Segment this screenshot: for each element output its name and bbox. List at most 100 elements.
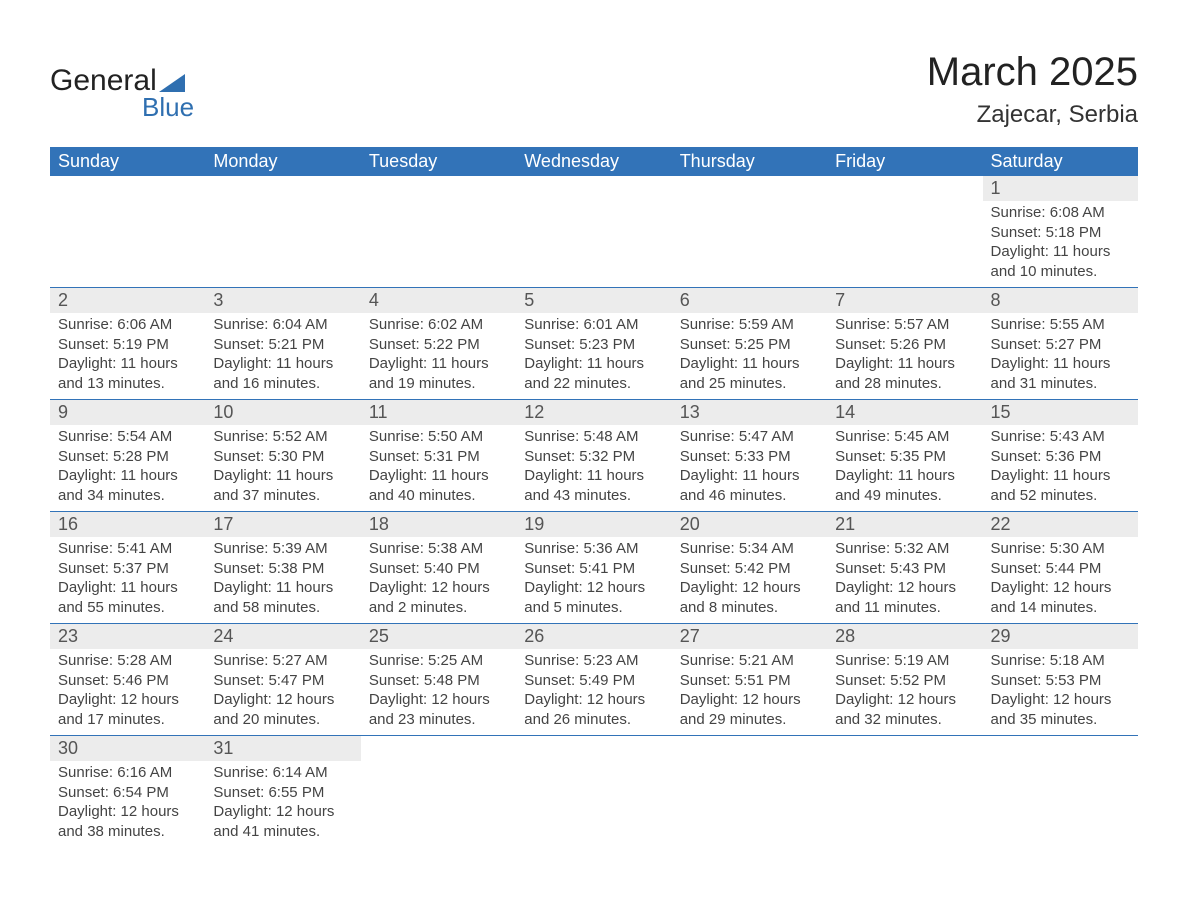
day-body-cell: Sunrise: 5:32 AMSunset: 5:43 PMDaylight:… xyxy=(827,537,982,624)
daylight-line: Daylight: 11 hours and 13 minutes. xyxy=(58,354,197,393)
day-body-cell: Sunrise: 5:47 AMSunset: 5:33 PMDaylight:… xyxy=(672,425,827,512)
day-body-cell: Sunrise: 5:48 AMSunset: 5:32 PMDaylight:… xyxy=(516,425,671,512)
daylight-line: Daylight: 12 hours and 11 minutes. xyxy=(835,578,974,617)
week-number-row: 3031 xyxy=(50,736,1138,762)
day-number-cell xyxy=(983,736,1138,762)
day-body-cell xyxy=(50,201,205,288)
daylight-line: Daylight: 11 hours and 22 minutes. xyxy=(524,354,663,393)
sunset-line: Sunset: 5:47 PM xyxy=(213,671,352,691)
day-body-cell: Sunrise: 6:14 AMSunset: 6:55 PMDaylight:… xyxy=(205,761,360,847)
day-body-cell: Sunrise: 5:21 AMSunset: 5:51 PMDaylight:… xyxy=(672,649,827,736)
sunset-line: Sunset: 5:46 PM xyxy=(58,671,197,691)
week-body-row: Sunrise: 6:06 AMSunset: 5:19 PMDaylight:… xyxy=(50,313,1138,400)
day-number-cell: 30 xyxy=(50,736,205,762)
sunset-line: Sunset: 5:30 PM xyxy=(213,447,352,467)
day-number-cell: 29 xyxy=(983,624,1138,650)
sunset-line: Sunset: 5:32 PM xyxy=(524,447,663,467)
day-body-cell: Sunrise: 5:19 AMSunset: 5:52 PMDaylight:… xyxy=(827,649,982,736)
day-number-cell: 5 xyxy=(516,288,671,314)
day-number-cell: 2 xyxy=(50,288,205,314)
sunrise-line: Sunrise: 5:25 AM xyxy=(369,651,508,671)
day-body-cell: Sunrise: 6:06 AMSunset: 5:19 PMDaylight:… xyxy=(50,313,205,400)
logo-text-top: General xyxy=(50,64,157,98)
logo-triangle-icon xyxy=(159,74,185,92)
week-body-row: Sunrise: 5:28 AMSunset: 5:46 PMDaylight:… xyxy=(50,649,1138,736)
sunrise-line: Sunrise: 6:01 AM xyxy=(524,315,663,335)
daylight-line: Daylight: 11 hours and 34 minutes. xyxy=(58,466,197,505)
location: Zajecar, Serbia xyxy=(927,101,1138,129)
sunrise-line: Sunrise: 5:18 AM xyxy=(991,651,1130,671)
day-number-cell: 25 xyxy=(361,624,516,650)
day-body-cell xyxy=(827,761,982,847)
daylight-line: Daylight: 11 hours and 16 minutes. xyxy=(213,354,352,393)
day-body-cell xyxy=(983,761,1138,847)
day-body-cell: Sunrise: 6:02 AMSunset: 5:22 PMDaylight:… xyxy=(361,313,516,400)
sunrise-line: Sunrise: 5:54 AM xyxy=(58,427,197,447)
sunset-line: Sunset: 5:53 PM xyxy=(991,671,1130,691)
day-body-cell xyxy=(672,201,827,288)
day-number-cell xyxy=(205,176,360,201)
day-body-cell: Sunrise: 5:30 AMSunset: 5:44 PMDaylight:… xyxy=(983,537,1138,624)
sunrise-line: Sunrise: 6:04 AM xyxy=(213,315,352,335)
day-body-cell xyxy=(361,201,516,288)
day-body-cell: Sunrise: 5:34 AMSunset: 5:42 PMDaylight:… xyxy=(672,537,827,624)
logo: General Blue xyxy=(50,64,194,123)
day-header-sun: Sunday xyxy=(50,147,205,176)
sunset-line: Sunset: 5:49 PM xyxy=(524,671,663,691)
sunrise-line: Sunrise: 5:55 AM xyxy=(991,315,1130,335)
day-number-cell: 19 xyxy=(516,512,671,538)
day-header-row: Sunday Monday Tuesday Wednesday Thursday… xyxy=(50,147,1138,176)
day-body-cell: Sunrise: 6:16 AMSunset: 6:54 PMDaylight:… xyxy=(50,761,205,847)
week-number-row: 2345678 xyxy=(50,288,1138,314)
sunrise-line: Sunrise: 5:19 AM xyxy=(835,651,974,671)
sunset-line: Sunset: 5:41 PM xyxy=(524,559,663,579)
day-number-cell xyxy=(516,736,671,762)
day-body-cell xyxy=(827,201,982,288)
daylight-line: Daylight: 12 hours and 41 minutes. xyxy=(213,802,352,841)
day-number-cell: 15 xyxy=(983,400,1138,426)
day-number-cell xyxy=(50,176,205,201)
sunset-line: Sunset: 5:25 PM xyxy=(680,335,819,355)
week-number-row: 16171819202122 xyxy=(50,512,1138,538)
sunset-line: Sunset: 5:35 PM xyxy=(835,447,974,467)
day-number-cell: 8 xyxy=(983,288,1138,314)
sunset-line: Sunset: 6:55 PM xyxy=(213,783,352,803)
day-header-sat: Saturday xyxy=(983,147,1138,176)
calendar-table: Sunday Monday Tuesday Wednesday Thursday… xyxy=(50,147,1138,847)
sunrise-line: Sunrise: 5:57 AM xyxy=(835,315,974,335)
day-number-cell: 3 xyxy=(205,288,360,314)
daylight-line: Daylight: 11 hours and 43 minutes. xyxy=(524,466,663,505)
day-body-cell: Sunrise: 5:27 AMSunset: 5:47 PMDaylight:… xyxy=(205,649,360,736)
sunset-line: Sunset: 5:27 PM xyxy=(991,335,1130,355)
sunrise-line: Sunrise: 5:32 AM xyxy=(835,539,974,559)
sunset-line: Sunset: 5:40 PM xyxy=(369,559,508,579)
day-number-cell: 6 xyxy=(672,288,827,314)
sunrise-line: Sunrise: 5:41 AM xyxy=(58,539,197,559)
daylight-line: Daylight: 11 hours and 52 minutes. xyxy=(991,466,1130,505)
day-body-cell xyxy=(672,761,827,847)
header: General Blue March 2025 Zajecar, Serbia xyxy=(50,50,1138,129)
daylight-line: Daylight: 12 hours and 26 minutes. xyxy=(524,690,663,729)
day-body-cell: Sunrise: 5:57 AMSunset: 5:26 PMDaylight:… xyxy=(827,313,982,400)
daylight-line: Daylight: 11 hours and 55 minutes. xyxy=(58,578,197,617)
day-number-cell: 23 xyxy=(50,624,205,650)
day-body-cell: Sunrise: 5:41 AMSunset: 5:37 PMDaylight:… xyxy=(50,537,205,624)
sunset-line: Sunset: 5:23 PM xyxy=(524,335,663,355)
week-body-row: Sunrise: 5:41 AMSunset: 5:37 PMDaylight:… xyxy=(50,537,1138,624)
sunset-line: Sunset: 5:21 PM xyxy=(213,335,352,355)
daylight-line: Daylight: 12 hours and 35 minutes. xyxy=(991,690,1130,729)
day-number-cell: 26 xyxy=(516,624,671,650)
sunrise-line: Sunrise: 5:45 AM xyxy=(835,427,974,447)
daylight-line: Daylight: 11 hours and 31 minutes. xyxy=(991,354,1130,393)
day-number-cell: 28 xyxy=(827,624,982,650)
sunrise-line: Sunrise: 5:48 AM xyxy=(524,427,663,447)
day-body-cell: Sunrise: 5:43 AMSunset: 5:36 PMDaylight:… xyxy=(983,425,1138,512)
sunset-line: Sunset: 5:44 PM xyxy=(991,559,1130,579)
daylight-line: Daylight: 12 hours and 14 minutes. xyxy=(991,578,1130,617)
day-body-cell: Sunrise: 5:23 AMSunset: 5:49 PMDaylight:… xyxy=(516,649,671,736)
daylight-line: Daylight: 12 hours and 29 minutes. xyxy=(680,690,819,729)
day-body-cell: Sunrise: 5:38 AMSunset: 5:40 PMDaylight:… xyxy=(361,537,516,624)
day-header-wed: Wednesday xyxy=(516,147,671,176)
calendar-body: 1 Sunrise: 6:08 AMSunset: 5:18 PMDayligh… xyxy=(50,176,1138,847)
day-number-cell: 16 xyxy=(50,512,205,538)
